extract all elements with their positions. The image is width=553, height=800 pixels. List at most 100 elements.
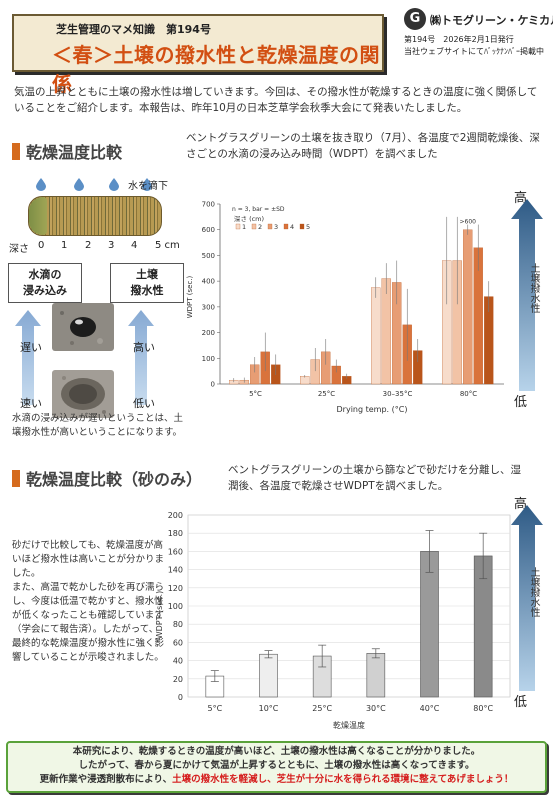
chart1-bar bbox=[463, 229, 473, 385]
conclusion-highlight: 土壌の撥水性を軽減し、芝生が十分に水を得られる環境に整えてあげましょう！ bbox=[172, 774, 514, 785]
chart-wdpt-sand: WDPT (sec.) 乾燥温度 0 20 40 60 80 100 120 140 160 18… bbox=[155, 511, 511, 730]
absorbed-drop-photo bbox=[52, 370, 114, 418]
chart1-legend-label: 2 bbox=[258, 223, 262, 231]
series-label: 芝生管理のマメ知識 第194号 bbox=[56, 23, 211, 36]
infiltration-arrow-icon bbox=[15, 310, 41, 405]
drop-label: 水を滴下 bbox=[128, 181, 168, 192]
chart2-bar bbox=[259, 653, 278, 698]
repellency-arrow-icon bbox=[128, 310, 154, 405]
chart2-category-label: 25°C bbox=[312, 704, 332, 713]
chart1-ytick-label: 500 bbox=[202, 252, 215, 260]
header-banner: 芝生管理のマメ知識 第194号 ＜春＞土壌の撥水性と乾燥温度の関係 bbox=[12, 14, 384, 96]
chart2-ytick-label: 20 bbox=[173, 675, 183, 684]
chart2-category-label: 40°C bbox=[420, 704, 440, 713]
chart1-ytick-label: 400 bbox=[202, 278, 215, 286]
chart1-xlabel: Drying temp. (°C) bbox=[337, 405, 408, 414]
chart1-bar bbox=[371, 287, 381, 385]
chart1-legend-swatch bbox=[235, 223, 241, 230]
depth-tick: 1 bbox=[61, 240, 68, 251]
chart1-category-label: 30–35°C bbox=[383, 390, 413, 398]
arrow-high-label: 高 bbox=[514, 191, 528, 206]
droplet-infiltration-box: 水滴の 浸み込み bbox=[8, 263, 82, 303]
intro-text: 気温の上昇とともに土壌の撥水性は増していきます。今回は、その撥水性が乾燥するとき… bbox=[14, 86, 538, 114]
repellency-caption: 水滴の浸み込みが遅いということは、土壌撥水性が高いということになります。 bbox=[12, 413, 184, 438]
chart1-legend-label: 1 bbox=[242, 223, 246, 231]
conclusion-line-3: 更新作業や浸透剤散布により、土壌の撥水性を軽減し、芝生が十分に水を得られる環境に… bbox=[8, 773, 545, 787]
section2-description: ベントグラスグリーンの土壌から篩などで砂だけを分離し、湿潤後、各温度で乾燥させW… bbox=[228, 464, 522, 492]
section2-heading-text: 乾燥温度比較（砂のみ） bbox=[26, 470, 203, 489]
section1-heading-text: 乾燥温度比較 bbox=[26, 143, 123, 162]
water-drop-icon bbox=[74, 178, 84, 191]
chart2-category-label: 10°C bbox=[259, 704, 279, 713]
conclusion-line-3-text: 更新作業や浸透剤散布により、 bbox=[39, 774, 173, 785]
fast-label: 速い bbox=[20, 397, 42, 410]
depth-tick: 2 bbox=[85, 240, 92, 251]
arrow2-axis-label: 土壌撥水性 bbox=[528, 567, 539, 617]
soil-repellency-box: 土壌 撥水性 bbox=[110, 263, 184, 303]
chart2-ytick-label: 0 bbox=[178, 693, 183, 702]
arrow-axis-label: 土壌撥水性 bbox=[528, 263, 539, 313]
chart2-category-label: 30°C bbox=[366, 704, 386, 713]
chart2-ytick-label: 120 bbox=[168, 584, 183, 593]
section1-description: ベントグラスグリーンの土壌を抜き取り（7月）、各温度で2週間乾燥後、深さごとの水… bbox=[186, 132, 540, 160]
conclusion-box: 本研究により、乾燥するときの温度が高いほど、土壌の撥水性は高くなることが分かりま… bbox=[6, 741, 547, 793]
chart2-category-label: 5°C bbox=[207, 704, 222, 713]
soil-core-image bbox=[28, 196, 162, 236]
depth-tick: 3 bbox=[108, 240, 115, 251]
section1-heading: 乾燥温度比較 bbox=[12, 139, 122, 163]
chart2-ytick-label: 60 bbox=[173, 638, 183, 647]
chart1-legend-swatch bbox=[267, 223, 273, 230]
page-title: ＜春＞土壌の撥水性と乾燥温度の関係 bbox=[52, 43, 380, 96]
chart1-legend-label: 5 bbox=[306, 223, 310, 231]
website-note: 当社ウェブサイトにてﾊﾞｯｸﾅﾝﾊﾞｰ掲載中 bbox=[404, 47, 544, 56]
chart1-overflow-label: >600 bbox=[460, 219, 477, 226]
depth-label: 深さ bbox=[9, 244, 29, 255]
chart1-ytick-label: 0 bbox=[211, 381, 215, 389]
chart-wdpt-by-depth: WDPT (sec.) Drying temp. (°C) n = 3, bar… bbox=[186, 201, 504, 414]
depth-tick: 5 cm bbox=[155, 240, 180, 251]
chart1-category-label: 80°C bbox=[460, 390, 477, 398]
low-label: 低い bbox=[133, 397, 155, 410]
company-name: ㈱トモグリーン・ケミカル bbox=[430, 14, 553, 27]
slow-label: 遅い bbox=[20, 341, 42, 354]
depth-tick: 0 bbox=[38, 240, 45, 251]
chart2-ytick-label: 40 bbox=[173, 657, 183, 666]
chart2-xlabel: 乾燥温度 bbox=[333, 720, 365, 730]
company-logo-icon: G bbox=[404, 8, 426, 30]
arrow2-high-label: 高 bbox=[514, 497, 528, 512]
heading-bar-icon bbox=[12, 470, 20, 487]
chart1-bar bbox=[381, 278, 391, 385]
chart2-ytick-label: 140 bbox=[168, 566, 183, 575]
section2-body: 砂だけで比較しても、乾燥温度が高いほど撥水性は高いことが分かりました。 また、高… bbox=[12, 540, 165, 663]
chart2-ytick-label: 180 bbox=[168, 529, 183, 538]
chart2-ytick-label: 100 bbox=[168, 602, 183, 611]
water-drop-icon bbox=[36, 178, 46, 191]
chart1-legend-label: 3 bbox=[274, 223, 278, 231]
chart1-legend-label: 4 bbox=[290, 223, 294, 231]
high-label: 高い bbox=[133, 341, 155, 354]
chart1-category-label: 5°C bbox=[249, 390, 262, 398]
section2-heading: 乾燥温度比較（砂のみ） bbox=[12, 466, 202, 490]
chart1-ytick-label: 700 bbox=[202, 201, 215, 209]
arrow-low-label: 低 bbox=[514, 395, 528, 410]
chart1-ytick-label: 300 bbox=[202, 303, 215, 311]
chart1-ylabel: WDPT (sec.) bbox=[186, 275, 194, 318]
conclusion-line-2: したがって、春から夏にかけて気温が上昇するとともに、土壌の撥水性は高くなってきま… bbox=[78, 760, 475, 771]
repellency-scale-arrow-icon bbox=[511, 199, 543, 391]
chart1-legend-swatch bbox=[299, 223, 305, 230]
chart2-bar bbox=[420, 551, 439, 698]
chart2-category-label: 80°C bbox=[473, 704, 493, 713]
chart1-legend-swatch bbox=[283, 223, 289, 230]
chart1-bars: >600 bbox=[229, 216, 494, 385]
chart1-ytick-label: 600 bbox=[202, 226, 215, 234]
chart1-category-label: 25°C bbox=[318, 390, 335, 398]
issue-date: 第194号 2026年2月1日発行 bbox=[404, 35, 514, 44]
chart1-legend-swatch bbox=[251, 223, 257, 230]
water-drop-icon bbox=[109, 178, 119, 191]
chart1-ytick-label: 200 bbox=[202, 329, 215, 337]
chart2-bars bbox=[205, 530, 493, 698]
chart1-legend-title: 深さ (cm) bbox=[234, 214, 264, 223]
repellency-scale-arrow-icon bbox=[511, 505, 543, 691]
water-bead-photo bbox=[52, 303, 114, 351]
arrow2-low-label: 低 bbox=[514, 695, 528, 710]
